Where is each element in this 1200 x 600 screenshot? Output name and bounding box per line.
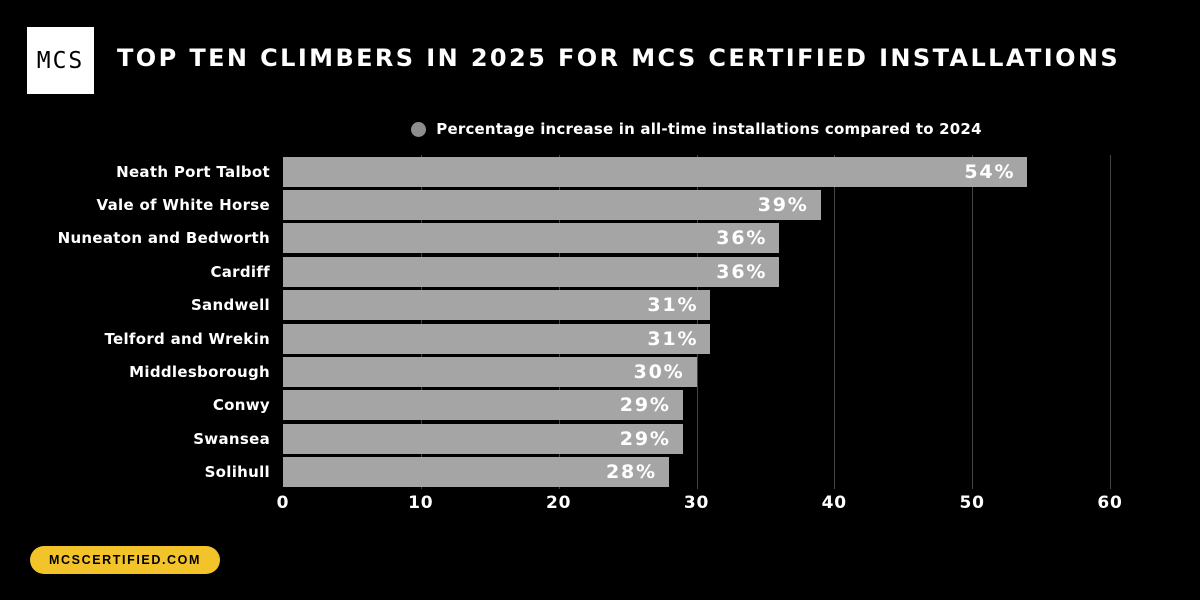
gridline	[696, 155, 698, 489]
category-label: Sandwell	[190, 296, 270, 315]
bar: 36%	[283, 223, 780, 254]
bar-track: 28%	[283, 457, 1200, 488]
bar-value-label: 54%	[964, 160, 1016, 183]
category-label: Vale of White Horse	[96, 196, 270, 215]
website-badge[interactable]: MCSCERTIFIED.COM	[30, 546, 220, 574]
category-label: Nuneaton and Bedworth	[57, 229, 270, 248]
bar-track: 30%	[283, 357, 1200, 388]
bar-value-label: 36%	[716, 227, 768, 250]
gridlines-layer	[283, 155, 1111, 489]
bar-track: 29%	[283, 423, 1200, 454]
bar-track: 31%	[283, 290, 1200, 321]
gridline	[558, 155, 560, 489]
bar-value-label: 31%	[647, 294, 699, 317]
legend-marker-icon	[411, 121, 427, 137]
bar-value-label: 28%	[606, 461, 657, 484]
bar-value-label: 29%	[619, 427, 671, 450]
bar-value-label: 31%	[647, 327, 699, 350]
bar-value-label: 39%	[757, 194, 809, 217]
table-row: Cardiff 36%	[0, 255, 1200, 288]
x-axis-tick-label: 40	[821, 493, 847, 513]
table-row: Telford and Wrekin 31%	[0, 322, 1200, 355]
bar-rows: Neath Port Talbot 54% Vale of White Hors…	[0, 155, 1200, 489]
x-axis-tick-label: 50	[959, 493, 985, 513]
x-axis-tick-label: 0	[276, 493, 290, 513]
category-label: Telford and Wrekin	[104, 329, 270, 348]
x-axis-tick-label: 20	[546, 493, 572, 513]
table-row: Nuneaton and Bedworth 36%	[0, 222, 1200, 255]
bar: 29%	[283, 423, 683, 454]
bar-chart: Neath Port Talbot 54% Vale of White Hors…	[0, 155, 1200, 489]
mcs-logo-text: MCS	[36, 47, 85, 74]
gridline	[834, 155, 836, 489]
bar-track: 36%	[283, 256, 1200, 287]
x-axis-tick-label: 60	[1097, 493, 1123, 513]
table-row: Neath Port Talbot 54%	[0, 155, 1200, 188]
gridline	[972, 155, 974, 489]
table-row: Sandwell 31%	[0, 289, 1200, 322]
category-label: Middlesborough	[129, 363, 270, 382]
category-label: Neath Port Talbot	[116, 162, 270, 181]
x-axis-tick-label: 10	[408, 493, 434, 513]
table-row: Vale of White Horse 39%	[0, 188, 1200, 221]
bar: 29%	[283, 390, 683, 421]
bar-track: 39%	[283, 190, 1200, 221]
bar: 39%	[283, 190, 821, 221]
bar: 30%	[283, 357, 697, 388]
category-label: Conwy	[212, 396, 270, 415]
x-axis-tick-label: 30	[683, 493, 710, 513]
table-row: Conwy 29%	[0, 389, 1200, 422]
bar: 36%	[283, 256, 780, 287]
bar-track: 36%	[283, 223, 1200, 254]
bar-value-label: 29%	[619, 394, 671, 417]
category-label: Swansea	[193, 429, 270, 448]
category-label: Solihull	[204, 463, 270, 482]
x-axis: 0 10 20 30 40 50 60	[0, 493, 1200, 517]
category-label: Cardiff	[210, 262, 270, 281]
bar: 31%	[283, 323, 711, 354]
table-row: Middlesborough 30%	[0, 355, 1200, 388]
bar: 28%	[283, 457, 669, 488]
bar-track: 31%	[283, 323, 1200, 354]
gridline	[1110, 155, 1111, 489]
table-row: Solihull 28%	[0, 456, 1200, 489]
bar-track: 54%	[283, 156, 1200, 187]
legend-label: Percentage increase in all-time installa…	[436, 120, 982, 138]
page-title: TOP TEN CLIMBERS IN 2025 FOR MCS CERTIFI…	[117, 44, 1121, 72]
bar: 31%	[283, 290, 711, 321]
bar-value-label: 36%	[716, 260, 768, 283]
bar-track: 29%	[283, 390, 1200, 421]
chart-legend: Percentage increase in all-time installa…	[283, 118, 1110, 140]
gridline	[420, 155, 422, 489]
website-badge-label: MCSCERTIFIED.COM	[49, 553, 201, 567]
bar-value-label: 30%	[633, 361, 685, 384]
table-row: Swansea 29%	[0, 422, 1200, 455]
bar: 54%	[283, 156, 1028, 187]
mcs-logo: MCS	[27, 27, 94, 94]
